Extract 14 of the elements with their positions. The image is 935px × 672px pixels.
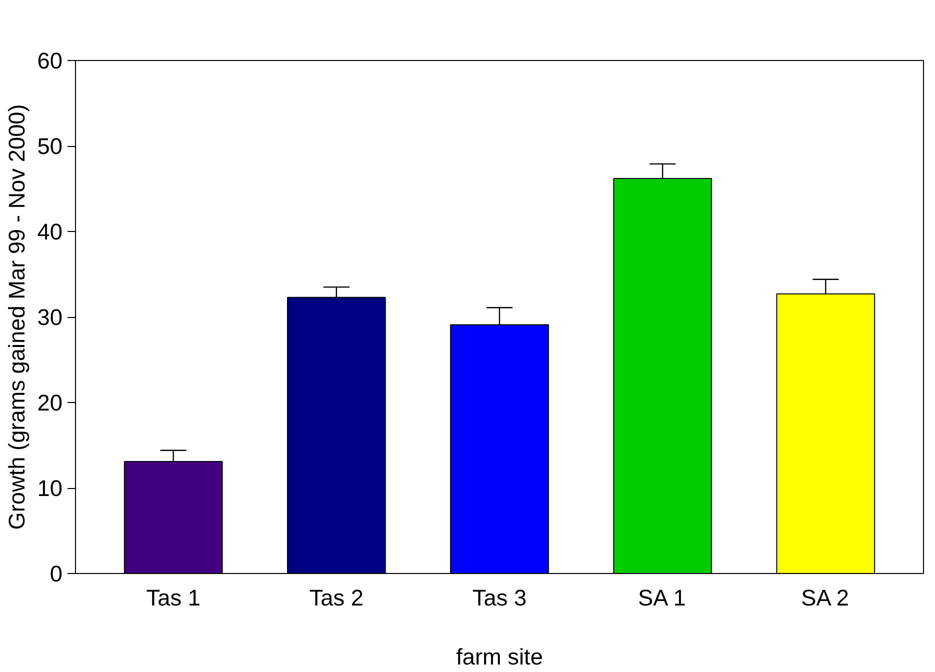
y-tick-label: 60: [37, 48, 62, 74]
y-tick-label: 50: [37, 133, 62, 159]
x-tick-label: SA 1: [638, 584, 686, 610]
y-axis-title: Growth (grams gained Mar 99 - Nov 2000): [3, 104, 30, 530]
y-tick-label: 30: [37, 304, 62, 330]
y-tick-label: 0: [50, 560, 63, 586]
x-tick-label: Tas 3: [472, 584, 527, 610]
y-tick-label: 20: [37, 390, 62, 416]
x-tick-label: Tas 1: [146, 584, 200, 610]
x-axis-title: farm site: [456, 644, 543, 670]
y-tick-label: 40: [37, 218, 62, 244]
y-tick-label: 10: [37, 475, 62, 501]
x-tick-label: SA 2: [801, 584, 849, 610]
x-tick-label: Tas 2: [309, 584, 364, 610]
